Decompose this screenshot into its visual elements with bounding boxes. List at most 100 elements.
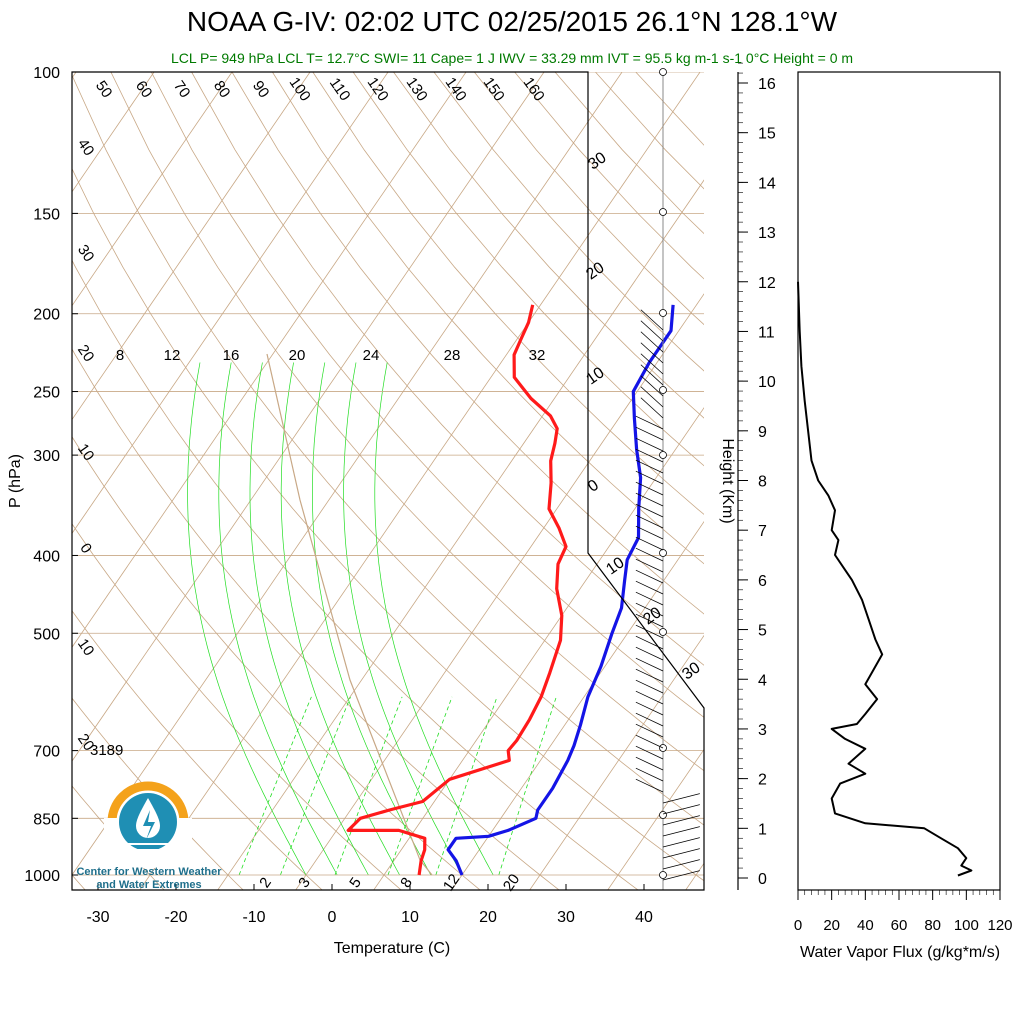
height-tick-label: 3 xyxy=(758,722,767,739)
wind-barb xyxy=(662,859,700,870)
mixing-ratio-label: 5 xyxy=(346,874,365,891)
flux-tick-label: 60 xyxy=(891,917,908,934)
wind-barb xyxy=(640,375,664,397)
dry-adiabat-label: 60 xyxy=(132,78,155,101)
mixing-ratio-line xyxy=(498,696,557,876)
wind-barb xyxy=(635,470,664,485)
dry-adiabat-line xyxy=(72,697,244,890)
isotherm-line xyxy=(295,293,704,890)
wind-barb xyxy=(662,804,700,815)
y-tick-label: 850 xyxy=(33,811,60,828)
wind-barb xyxy=(662,848,700,859)
x-tick-label: 0 xyxy=(328,909,337,926)
wind-barb xyxy=(635,415,664,430)
y-tick-label: 400 xyxy=(33,548,60,565)
mixing-ratio-label: 32 xyxy=(529,347,546,364)
wind-barb xyxy=(635,745,664,760)
dry-adiabat-line xyxy=(110,72,704,772)
flux-tick-label: 20 xyxy=(823,917,840,934)
isotherm-label: 10 xyxy=(583,364,607,388)
y-tick-label: 250 xyxy=(33,385,60,402)
height-axis-label: Height (Km) xyxy=(719,438,736,523)
dry-adiabat-label: 20 xyxy=(74,731,97,754)
wind-barb xyxy=(635,492,664,507)
wind-barb xyxy=(635,426,664,441)
isotherm-line xyxy=(451,521,704,890)
moist-adiabat-line xyxy=(312,362,432,876)
y-tick-label: 100 xyxy=(33,65,60,82)
wind-barb xyxy=(640,342,664,364)
flux-tick-label: 120 xyxy=(987,917,1012,934)
wind-barb xyxy=(635,591,664,606)
isotherm-line xyxy=(72,72,311,421)
moist-adiabat-line xyxy=(249,362,369,876)
y-axis-label: P (hPa) xyxy=(7,454,24,508)
y-tick-label: 300 xyxy=(33,448,60,465)
wind-barb xyxy=(640,320,664,342)
mixing-ratio-line xyxy=(334,696,403,876)
isotherm-line xyxy=(373,407,704,890)
wind-barb xyxy=(635,525,664,540)
wind-barb xyxy=(635,503,664,518)
mixing-ratio-label: 24 xyxy=(363,347,380,364)
wind-barb xyxy=(635,459,664,474)
dry-adiabat-line xyxy=(72,610,323,890)
x-tick-label: 10 xyxy=(401,909,419,926)
flux-tick-label: 80 xyxy=(924,917,941,934)
wind-barb xyxy=(635,646,664,661)
wind-barb xyxy=(635,778,664,793)
logo-text: Center for Western Weather and Water Ext… xyxy=(64,866,234,892)
dry-adiabat-line xyxy=(473,72,704,326)
skewt-frame xyxy=(71,71,705,891)
mixing-ratio-label: 8 xyxy=(116,347,124,364)
mixing-ratio-label: 8 xyxy=(397,874,416,891)
flux-tick-label: 0 xyxy=(794,917,802,934)
wind-barb xyxy=(635,558,664,573)
mixing-ratio-line xyxy=(435,696,498,876)
height-annotation: 3189 xyxy=(90,742,123,759)
dry-adiabat-line xyxy=(231,72,704,615)
wind-calm-circle xyxy=(659,628,667,636)
height-tick-label: 14 xyxy=(758,175,776,192)
wind-calm-circle xyxy=(659,811,667,819)
wind-barb xyxy=(640,331,664,353)
height-tick-label: 9 xyxy=(758,424,767,441)
mixing-ratio-label: 12 xyxy=(440,871,463,894)
mixing-ratio-label: 16 xyxy=(223,347,240,364)
wind-barb xyxy=(635,723,664,738)
isotherm-line xyxy=(762,72,1024,892)
wind-barb xyxy=(635,734,664,749)
height-tick-label: 7 xyxy=(758,523,767,540)
dry-adiabat-label: 30 xyxy=(74,242,97,265)
wind-barb xyxy=(640,309,664,331)
y-tick-label: 150 xyxy=(33,206,60,223)
x-axis-label: Temperature (C) xyxy=(334,940,450,957)
wind-barb xyxy=(635,514,664,529)
isotherm-line xyxy=(72,72,467,648)
moist-adiabat-line xyxy=(187,362,307,876)
mixing-ratio-line xyxy=(387,696,453,876)
logo-line-1: Center for Western Weather xyxy=(76,866,222,878)
height-tick-label: 10 xyxy=(758,374,776,391)
wind-barb xyxy=(635,756,664,771)
dry-adiabat-line xyxy=(191,72,704,666)
height-tick-label: 8 xyxy=(758,474,767,491)
dry-adiabat-label: 10 xyxy=(74,636,97,659)
wind-barb xyxy=(635,602,664,617)
height-tick-label: 12 xyxy=(758,275,776,292)
isotherm-label: 20 xyxy=(640,604,664,628)
wind-barb xyxy=(635,668,664,683)
dry-adiabat-line xyxy=(352,72,704,467)
x-tick-label: 30 xyxy=(557,909,575,926)
dry-adiabat-label: 160 xyxy=(520,74,548,104)
mixing-ratio-label: 20 xyxy=(500,871,523,894)
wind-barb xyxy=(662,793,700,804)
wind-barb xyxy=(635,679,664,694)
wind-barb xyxy=(640,386,664,408)
y-tick-label: 200 xyxy=(33,307,60,324)
dry-adiabat-label: 120 xyxy=(364,74,392,104)
dry-adiabat-line xyxy=(72,167,704,882)
dry-adiabat-line xyxy=(72,785,165,890)
x-tick-label: -10 xyxy=(242,909,265,926)
